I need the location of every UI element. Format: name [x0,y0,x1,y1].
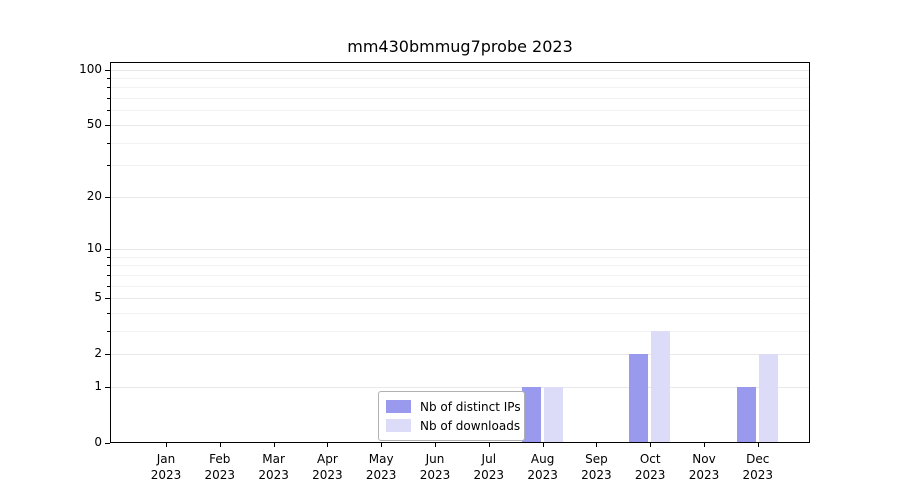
x-tick-label: Aug 2023 [527,452,558,482]
legend-item-distinct-ips: Nb of distinct IPs [386,400,521,414]
y-minor-tick [107,110,110,112]
y-minor-tick [107,285,110,287]
y-minor-gridline [110,98,810,100]
y-major-tick [105,69,110,71]
y-minor-tick [107,78,110,80]
y-major-gridline [110,69,810,71]
x-tick-label: Jun 2023 [419,452,451,482]
bar-distinct-ips [629,354,649,443]
y-tick-label: 50 [86,116,102,131]
bar-downloads [543,386,563,443]
bar-distinct-ips [521,386,541,443]
y-minor-gridline [110,78,810,80]
x-tick-label: Jul 2023 [473,452,505,482]
legend: Nb of distinct IPs Nb of downloads [378,391,525,441]
x-tick-label: Oct 2023 [634,452,666,482]
y-minor-tick [107,330,110,332]
y-major-gridline [110,354,810,356]
x-tick [650,443,652,447]
y-major-gridline [110,249,810,250]
y-minor-gridline [110,274,810,276]
y-minor-gridline [110,312,810,314]
x-tick [596,443,598,447]
x-tick-label: Feb 2023 [204,452,236,482]
y-tick-label: 1 [94,378,102,393]
y-minor-tick [107,256,110,258]
y-tick-label: 10 [86,241,102,255]
x-tick [327,443,329,447]
legend-label-downloads: Nb of downloads [420,418,521,433]
legend-label-distinct-ips: Nb of distinct IPs [420,399,521,414]
y-major-tick [105,298,110,300]
y-major-gridline [110,386,810,388]
x-tick [704,443,705,447]
y-major-tick [105,249,110,250]
y-minor-tick [107,165,110,167]
x-tick [542,443,544,447]
y-minor-tick [107,274,110,276]
y-tick-label: 100 [79,61,102,76]
x-tick-label: Apr 2023 [312,452,343,482]
y-minor-tick [107,265,110,267]
y-major-tick [105,354,110,356]
y-minor-tick [107,98,110,100]
x-tick-label: Jan 2023 [150,452,182,482]
y-major-tick [105,196,110,198]
legend-swatch-downloads [386,419,411,432]
y-minor-gridline [110,330,810,332]
x-tick-label: Mar 2023 [258,452,289,482]
x-tick [435,443,436,447]
y-tick-label: 5 [94,290,102,305]
x-tick-label: Dec 2023 [742,452,774,482]
x-tick-label: Sep 2023 [581,452,612,482]
y-minor-tick [107,312,110,314]
y-minor-gridline [110,87,810,89]
y-tick-label: 2 [94,346,102,361]
y-minor-gridline [110,265,810,267]
y-major-gridline [110,298,810,300]
x-tick [273,443,275,447]
legend-item-downloads: Nb of downloads [386,418,521,433]
legend-swatch-distinct-ips [386,400,411,413]
x-tick [166,443,167,447]
y-major-tick [105,386,110,388]
y-major-gridline [110,124,810,126]
y-minor-gridline [110,285,810,287]
y-minor-gridline [110,165,810,167]
x-tick [381,443,383,447]
y-major-gridline [110,196,810,198]
y-minor-tick [107,87,110,89]
y-minor-tick [107,142,110,144]
bar-distinct-ips [736,386,756,443]
x-tick [219,443,221,447]
y-major-tick [105,124,110,126]
y-major-tick [105,443,110,444]
x-tick-label: May 2023 [365,452,397,482]
bar-downloads [651,330,671,443]
y-minor-gridline [110,110,810,112]
y-tick-label: 0 [94,435,102,449]
y-minor-gridline [110,142,810,144]
x-tick [757,443,759,447]
y-tick-label: 20 [86,188,102,203]
chart-title: mm430bmmug7probe 2023 [347,37,573,56]
y-minor-gridline [110,256,810,258]
x-tick [488,443,490,447]
x-tick-label: Nov 2023 [688,452,720,482]
bar-downloads [758,354,778,443]
